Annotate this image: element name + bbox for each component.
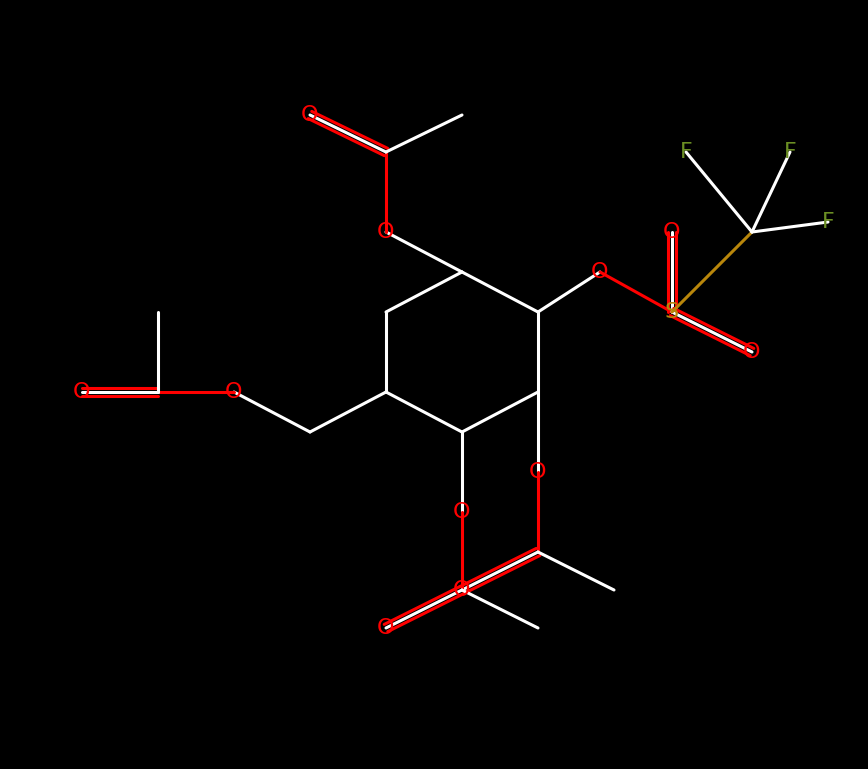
Text: F: F <box>784 142 796 162</box>
Text: O: O <box>301 105 319 125</box>
Text: O: O <box>663 222 681 242</box>
Text: O: O <box>453 502 470 522</box>
Text: O: O <box>743 342 760 362</box>
Text: O: O <box>226 382 243 402</box>
Text: O: O <box>378 618 395 638</box>
Text: O: O <box>453 580 470 600</box>
Text: S: S <box>665 302 679 322</box>
Text: O: O <box>591 262 608 282</box>
Text: O: O <box>73 382 91 402</box>
Text: F: F <box>822 212 834 232</box>
Text: O: O <box>529 462 547 482</box>
Text: F: F <box>680 142 693 162</box>
Text: O: O <box>378 222 395 242</box>
